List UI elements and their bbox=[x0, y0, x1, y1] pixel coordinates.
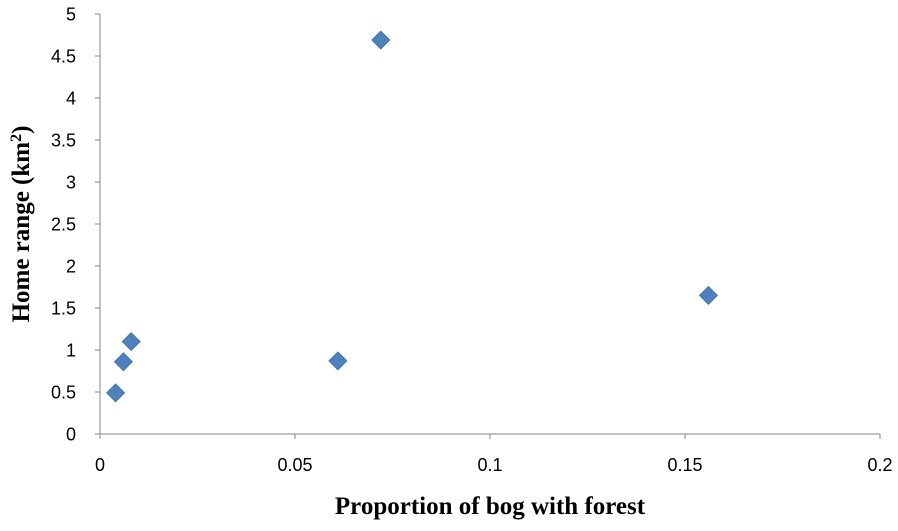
x-tick-label: 0.05 bbox=[277, 455, 312, 475]
data-points bbox=[106, 30, 718, 403]
x-tick-label: 0.2 bbox=[867, 455, 892, 475]
x-tick-label: 0 bbox=[95, 455, 105, 475]
data-point-diamond bbox=[371, 30, 391, 50]
data-point-diamond bbox=[113, 352, 133, 372]
x-axis-title: Proportion of bog with forest bbox=[335, 493, 646, 520]
x-tick-label: 0.15 bbox=[667, 455, 702, 475]
tick-labels: 0 0.5 1 1.5 2 2.5 3 3.5 4 4.5 5 0 0.05 0.1 0.15 0.2 bbox=[51, 5, 893, 476]
y-tick-label: 1 bbox=[66, 341, 76, 361]
x-tick-label: 0.1 bbox=[477, 455, 502, 475]
y-tick-label: 3 bbox=[66, 173, 76, 193]
y-tick-label: 2 bbox=[66, 257, 76, 277]
y-tick-label: 0.5 bbox=[51, 383, 76, 403]
y-tick-label: 2.5 bbox=[51, 215, 76, 235]
data-point-diamond bbox=[106, 383, 126, 403]
y-tick-label: 5 bbox=[66, 5, 76, 25]
y-tick-label: 3.5 bbox=[51, 131, 76, 151]
axes bbox=[95, 13, 881, 439]
y-tick-label: 4 bbox=[66, 89, 76, 109]
y-tick-label: 1.5 bbox=[51, 299, 76, 319]
data-point-diamond bbox=[328, 351, 348, 371]
y-axis-title: Home range (km2) bbox=[8, 126, 36, 323]
data-point-diamond bbox=[121, 332, 141, 352]
y-tick-label: 0 bbox=[66, 425, 76, 445]
y-tick-label: 4.5 bbox=[51, 47, 76, 67]
data-point-diamond bbox=[698, 285, 718, 305]
